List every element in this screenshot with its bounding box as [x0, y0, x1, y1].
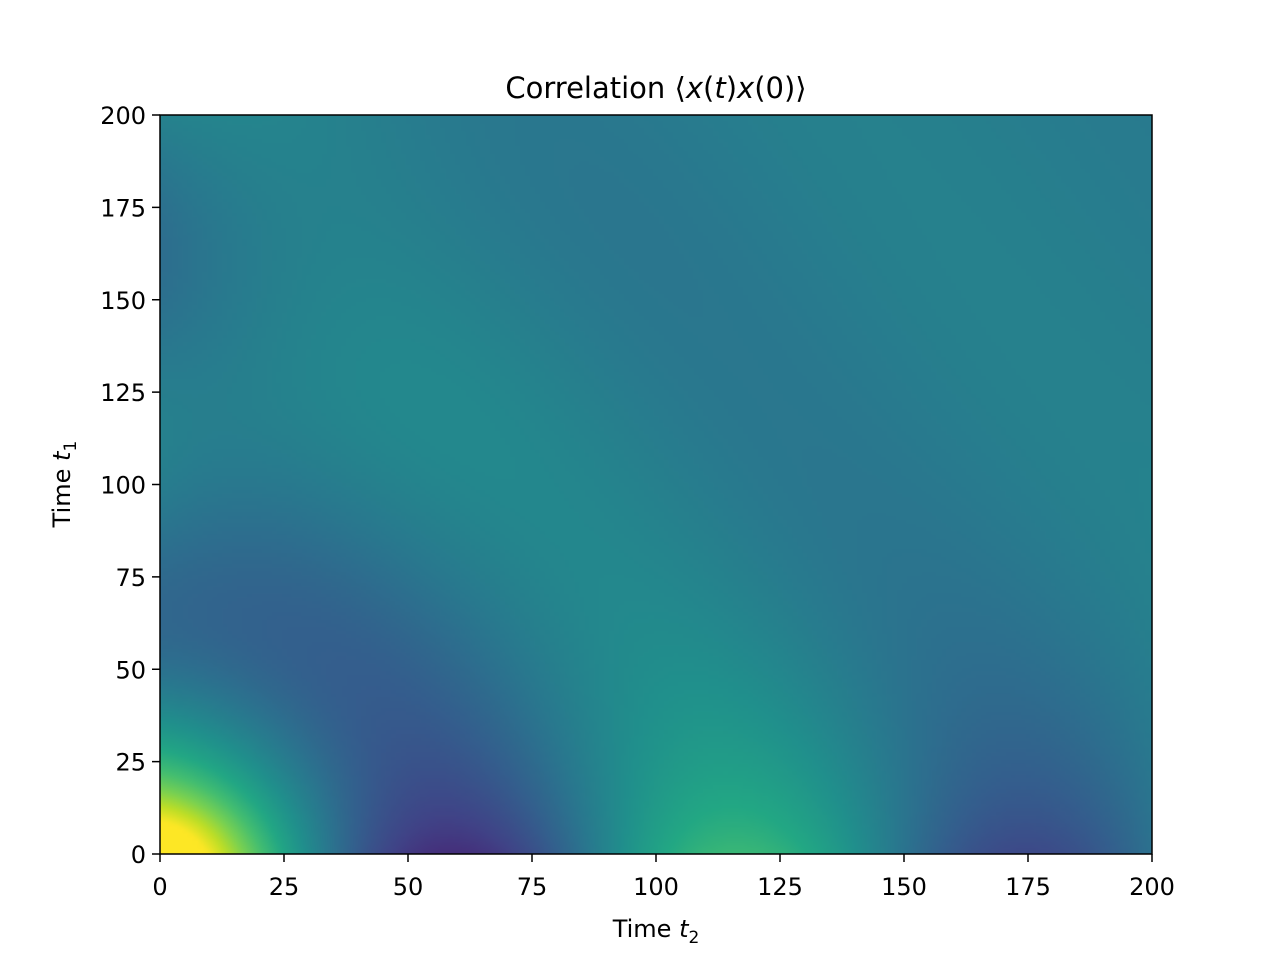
y-tick-label: 100 [100, 472, 146, 500]
y-axis-label: Time t1 [48, 441, 81, 529]
y-tick-label: 75 [115, 564, 146, 592]
heatmap-image [160, 115, 1152, 854]
y-axis: 0 25 50 75 100 125 150 175 200 [100, 102, 160, 869]
x-tick-label: 0 [152, 873, 167, 901]
x-tick-label: 150 [881, 873, 927, 901]
y-tick-label: 175 [100, 194, 146, 222]
y-tick-label: 25 [115, 749, 146, 777]
x-tick-label: 200 [1129, 873, 1175, 901]
x-axis: 0 25 50 75 100 125 150 175 200 [152, 854, 1175, 901]
y-tick-label: 125 [100, 379, 146, 407]
y-tick-label: 150 [100, 287, 146, 315]
x-tick-label: 50 [393, 873, 424, 901]
x-tick-label: 125 [757, 873, 803, 901]
y-tick-label: 200 [100, 102, 146, 130]
x-axis-label: Time t2 [612, 915, 700, 948]
x-tick-label: 175 [1005, 873, 1051, 901]
y-tick-label: 0 [131, 841, 146, 869]
x-tick-label: 75 [517, 873, 548, 901]
chart-title: Correlation ⟨x(t)x(0)⟩ [505, 71, 806, 105]
x-tick-label: 100 [633, 873, 679, 901]
y-tick-label: 50 [115, 656, 146, 684]
x-tick-label: 25 [269, 873, 300, 901]
plot-area [159, 114, 1153, 855]
